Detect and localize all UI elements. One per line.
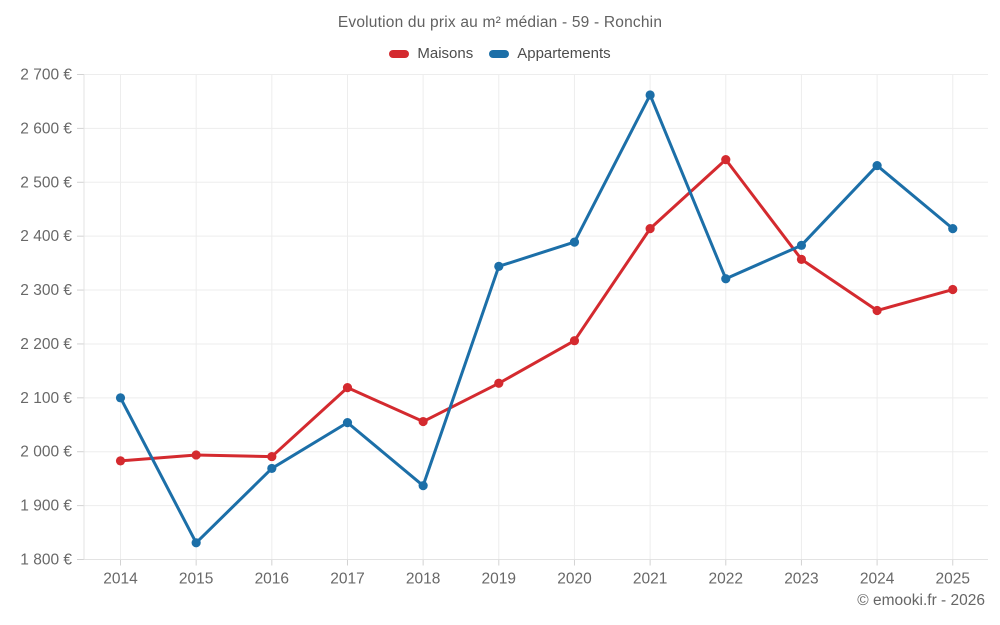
x-axis-label: 2014 <box>103 571 138 588</box>
maisons-point-2018[interactable] <box>418 416 428 427</box>
legend-label: Appartements <box>517 45 611 62</box>
copyright-watermark: © emooki.fr - 2026 <box>857 592 985 609</box>
legend-swatch-maisons <box>389 49 410 58</box>
y-axis-label: 2 300 € <box>20 282 72 299</box>
legend-item-appartements[interactable]: Appartements <box>489 45 611 62</box>
x-axis-label: 2016 <box>255 571 289 588</box>
appartements-point-2018[interactable] <box>418 481 428 491</box>
y-axis-label: 2 700 € <box>20 67 72 84</box>
appartements-point-2019[interactable] <box>494 261 504 271</box>
x-axis-label: 2019 <box>482 571 516 588</box>
maisons-point-2024[interactable] <box>872 305 882 316</box>
appartements-point-2021[interactable] <box>645 90 655 100</box>
appartements-point-2017[interactable] <box>342 418 353 428</box>
appartements-line <box>119 93 955 545</box>
maisons-point-2016[interactable] <box>267 451 277 462</box>
y-axis-label: 1 800 € <box>20 552 72 569</box>
maisons-point-2021[interactable] <box>645 224 655 234</box>
x-axis-label: 2025 <box>936 571 970 588</box>
maisons-point-2025[interactable] <box>948 284 958 295</box>
x-axis-label: 2017 <box>330 571 364 588</box>
x-axis-label: 2018 <box>406 571 440 588</box>
x-axis-label: 2023 <box>784 571 818 588</box>
y-axis-label: 2 100 € <box>20 390 72 407</box>
maisons-line <box>119 158 955 463</box>
x-axis-label: 2024 <box>860 571 895 588</box>
legend-item-maisons[interactable]: Maisons <box>389 45 473 62</box>
appartements-point-2024[interactable] <box>872 160 882 171</box>
x-axis-label: 2015 <box>179 571 213 588</box>
appartements-point-2020[interactable] <box>569 237 580 247</box>
maisons-point-2014[interactable] <box>115 456 126 466</box>
y-axis-label: 2 500 € <box>20 174 72 191</box>
y-axis-label: 2 400 € <box>20 228 72 245</box>
x-axis-label: 2020 <box>557 571 592 588</box>
appartements-point-2023[interactable] <box>796 240 807 250</box>
maisons-point-2022[interactable] <box>721 155 731 165</box>
appartements-point-2015[interactable] <box>191 538 201 548</box>
y-axis-label: 2 600 € <box>20 120 72 137</box>
legend-swatch-appartements <box>489 49 510 58</box>
chart-title: Evolution du prix au m² médian - 59 - Ro… <box>337 14 663 31</box>
appartements-point-2022[interactable] <box>721 274 731 284</box>
y-axis-label: 1 900 € <box>20 498 72 515</box>
y-axis-label: 2 000 € <box>20 444 72 461</box>
x-axis-label: 2021 <box>633 571 667 588</box>
maisons-point-2019[interactable] <box>494 378 504 388</box>
maisons-point-2023[interactable] <box>796 254 807 264</box>
legend-label: Maisons <box>417 45 474 62</box>
maisons-point-2015[interactable] <box>191 450 201 460</box>
appartements-point-2014[interactable] <box>115 393 126 403</box>
appartements-point-2016[interactable] <box>267 463 277 474</box>
x-axis-label: 2022 <box>709 571 743 588</box>
legend: Maisons Appartements <box>0 45 1000 62</box>
maisons-point-2017[interactable] <box>342 382 353 393</box>
appartements-point-2025[interactable] <box>948 224 958 234</box>
maisons-point-2020[interactable] <box>569 336 580 346</box>
y-axis-label: 2 200 € <box>20 336 72 353</box>
